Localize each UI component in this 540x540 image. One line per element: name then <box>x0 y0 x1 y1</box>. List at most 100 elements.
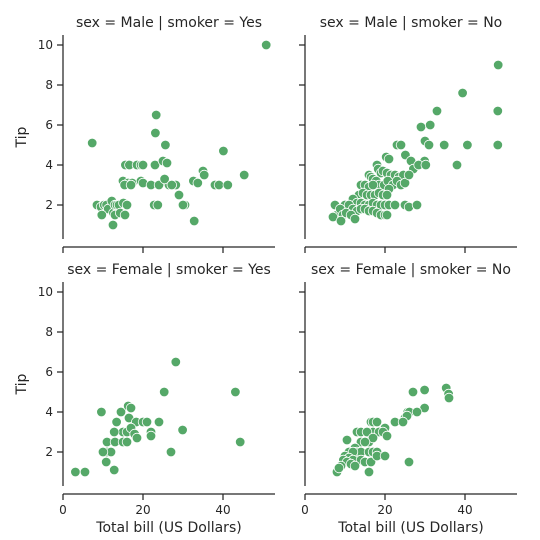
scatter-point <box>165 446 177 458</box>
scatter-point <box>131 432 143 444</box>
x-tick-label: 0 <box>59 503 67 517</box>
x-axis-label: Total bill (US Dollars) <box>95 520 241 536</box>
scatter-point <box>166 179 178 191</box>
scatter-point <box>218 145 229 157</box>
scatter-point <box>121 436 133 448</box>
scatter-point <box>137 159 149 171</box>
facet-panel-4: sex = Female | smoker = No 0 20 40 Total bil… <box>299 262 517 536</box>
scatter-point <box>423 139 435 151</box>
y-axis-label: Tip <box>14 373 30 395</box>
scatter-point <box>70 466 81 478</box>
scatter-point <box>153 416 165 428</box>
facet-title: sex = Male | smoker = No <box>320 15 503 31</box>
scatter-point <box>177 199 189 211</box>
scatter-point <box>150 109 162 121</box>
scatter-point <box>222 179 234 191</box>
scatter-point <box>161 157 173 169</box>
scatter-point <box>107 219 119 231</box>
scatter-point <box>213 179 225 191</box>
scatter-point <box>125 402 137 414</box>
scatter-point <box>335 215 347 227</box>
y-tick-label: 8 <box>45 325 53 339</box>
scatter-point <box>420 159 432 171</box>
scatter-point <box>160 139 171 151</box>
scatter-point <box>173 189 185 201</box>
x-axis-label: Total bill (US Dollars) <box>337 520 483 536</box>
scatter-point <box>349 460 361 472</box>
scatter-point <box>188 215 200 227</box>
x-tick-label: 0 <box>301 503 309 517</box>
scatter-point <box>111 416 122 428</box>
scatter-point <box>341 434 353 446</box>
scatter-point <box>177 424 188 436</box>
scatter-point <box>451 159 463 171</box>
scatter-point <box>383 153 395 165</box>
scatter-point <box>389 199 401 211</box>
y-tick-label: 6 <box>45 365 53 379</box>
scatter-point <box>86 137 98 149</box>
scatter-point <box>403 169 415 181</box>
scatter-point <box>141 416 153 428</box>
scatter-point <box>97 446 109 458</box>
x-tick-label: 40 <box>457 503 472 517</box>
y-tick-label: 2 <box>45 198 53 212</box>
scatter-point <box>108 464 120 476</box>
scatter-point <box>381 430 393 442</box>
scatter-point <box>492 139 504 151</box>
scatter-point <box>415 121 427 133</box>
scatter-point <box>363 466 375 478</box>
scatter-point <box>158 386 170 398</box>
scatter-point <box>349 213 361 225</box>
scatter-point <box>230 386 241 398</box>
scatter-point <box>79 466 91 478</box>
scatter-point <box>381 189 393 201</box>
facet-title: sex = Male | smoker = Yes <box>76 15 262 31</box>
y-tick-label: 4 <box>45 405 53 419</box>
y-tick-label: 10 <box>38 38 53 52</box>
scatter-point <box>115 406 127 418</box>
scatter-point <box>395 139 407 151</box>
scatter-point <box>381 209 393 221</box>
x-tick-label: 20 <box>377 503 392 517</box>
facet-title: sex = Female | smoker = Yes <box>67 262 271 278</box>
x-tick-label: 40 <box>215 503 230 517</box>
scatter-point <box>425 119 436 131</box>
scatter-point <box>407 386 419 398</box>
facet-panel-3: sex = Female | smoker = Yes 2 4 6 8 10 0 20 40 Ti… <box>14 262 275 536</box>
y-tick-label: 2 <box>45 445 53 459</box>
scatter-point <box>411 406 423 418</box>
scatter-point <box>145 430 157 442</box>
scatter-point <box>397 416 409 428</box>
scatter-point <box>333 462 345 474</box>
scatter-point <box>419 384 430 396</box>
scatter-point <box>119 209 131 221</box>
y-axis-label: Tip <box>14 126 30 148</box>
scatter-point <box>96 406 107 418</box>
scatter-point <box>439 139 450 151</box>
facet-panel-2: sex = Male | smoker = No <box>299 15 517 253</box>
scatter-point <box>121 199 133 211</box>
scatter-point <box>125 179 137 191</box>
y-tick-label: 8 <box>45 78 53 92</box>
scatter-point <box>379 450 391 462</box>
scatter-point <box>100 456 112 468</box>
scatter-point <box>431 105 443 117</box>
scatter-point <box>492 105 504 117</box>
x-tick-label: 20 <box>135 503 150 517</box>
y-tick-label: 6 <box>45 118 53 132</box>
facet-panel-1: sex = Male | smoker = Yes 2 4 6 8 10 Tip <box>14 15 275 253</box>
scatter-point <box>359 436 371 448</box>
scatter-point <box>457 87 468 99</box>
scatter-point <box>170 356 182 368</box>
scatter-point <box>462 139 473 151</box>
scatter-point <box>403 456 415 468</box>
scatter-point <box>150 127 161 139</box>
scatter-point <box>367 179 379 191</box>
scatter-point <box>261 39 272 51</box>
scatter-point <box>108 426 120 438</box>
scatter-point <box>493 59 504 71</box>
y-tick-label: 4 <box>45 158 53 172</box>
scatter-point <box>411 199 423 211</box>
facet-title: sex = Female | smoker = No <box>311 262 511 278</box>
